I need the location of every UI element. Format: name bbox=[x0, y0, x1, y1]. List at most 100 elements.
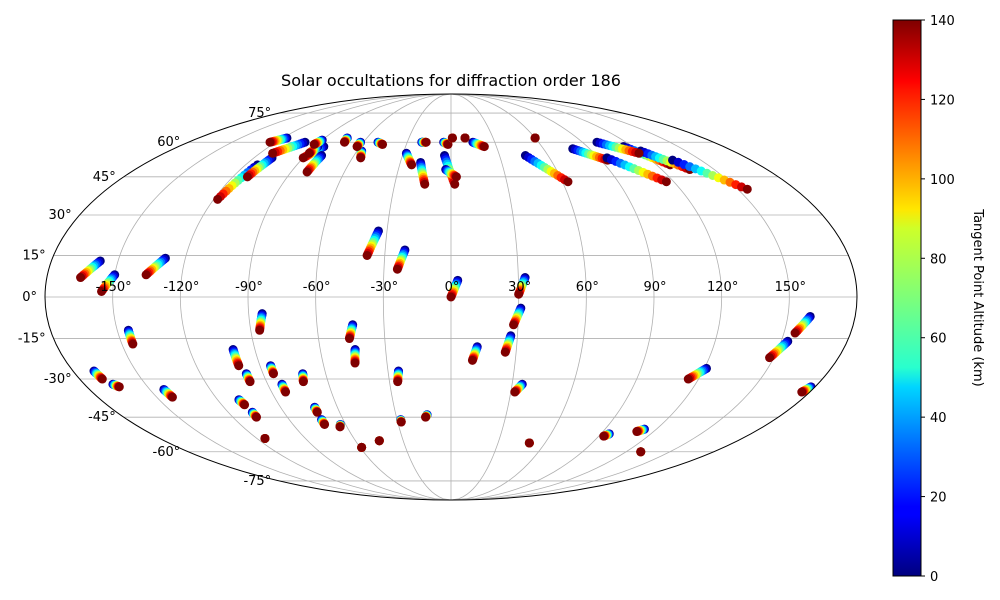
occultation-point bbox=[632, 427, 642, 437]
occultation-track bbox=[790, 311, 815, 338]
map-area: -150° -120° -90° -60° -30° 0° 30° 60° 90° 120° 150… bbox=[18, 93, 858, 501]
occultation-track bbox=[268, 137, 310, 158]
occultation-point bbox=[450, 179, 460, 189]
latitude-tick-label: 30° bbox=[49, 208, 72, 223]
occultation-point bbox=[265, 137, 275, 147]
latitude-tick-label: 45° bbox=[93, 170, 116, 185]
occultation-point bbox=[790, 328, 800, 338]
occultation-point bbox=[335, 422, 345, 432]
occultation-point bbox=[765, 353, 775, 363]
occultation-track bbox=[468, 137, 489, 152]
latitude-tick-label: -60° bbox=[153, 445, 181, 460]
occultation-point bbox=[350, 358, 360, 368]
occultation-track bbox=[421, 410, 432, 422]
occultation-track bbox=[357, 442, 367, 452]
occultation-track bbox=[234, 395, 250, 410]
occultation-point bbox=[344, 334, 354, 344]
occultation-track bbox=[266, 361, 278, 379]
occultation-track bbox=[520, 151, 573, 187]
map-boundary bbox=[44, 93, 858, 501]
occultation-track bbox=[467, 342, 482, 365]
occultation-point bbox=[252, 412, 261, 422]
occultation-track bbox=[401, 148, 417, 170]
occultation-point bbox=[281, 387, 291, 397]
occultation-track bbox=[97, 270, 120, 296]
latitude-tick-label: 15° bbox=[23, 248, 46, 263]
occultation-point bbox=[479, 142, 489, 152]
occultation-point bbox=[114, 382, 124, 392]
occultation-track bbox=[335, 419, 345, 432]
occultation-point bbox=[213, 194, 223, 204]
occultation-point bbox=[460, 133, 470, 143]
longitude-tick-label: 120° bbox=[707, 280, 738, 295]
occultation-track bbox=[310, 402, 322, 417]
occultation-point bbox=[141, 270, 151, 280]
occultation-point bbox=[352, 142, 362, 152]
latitude-tick-label: -75° bbox=[243, 474, 271, 489]
occultation-point bbox=[260, 433, 270, 443]
occultation-point bbox=[242, 172, 252, 182]
occultation-track bbox=[356, 146, 367, 163]
occultation-point bbox=[76, 273, 86, 283]
occultation-track bbox=[247, 407, 261, 422]
occultation-track bbox=[568, 144, 613, 165]
colorbar-gradient bbox=[892, 19, 922, 577]
occultation-point bbox=[407, 160, 417, 170]
occultation-point bbox=[447, 133, 457, 143]
colorbar: 0 20 40 60 80 100 120 140 Tangent Point Altitud… bbox=[892, 14, 985, 585]
occultation-track bbox=[416, 157, 430, 189]
occultation-track bbox=[392, 245, 410, 274]
occultation-point bbox=[392, 264, 402, 274]
occultation-point bbox=[378, 139, 388, 149]
colorbar-tick-label: 40 bbox=[930, 411, 947, 426]
occultation-track bbox=[108, 379, 124, 392]
occultation-track bbox=[302, 151, 327, 177]
occultation-point bbox=[443, 139, 453, 149]
occultation-track bbox=[373, 137, 388, 149]
occultation-point bbox=[393, 377, 403, 387]
occultation-point bbox=[514, 289, 524, 299]
occultation-track bbox=[344, 320, 358, 344]
occultation-track bbox=[317, 415, 330, 429]
colorbar-tick-label: 80 bbox=[930, 252, 947, 267]
latitude-tick-label: -15° bbox=[18, 332, 46, 347]
occultation-point bbox=[451, 172, 461, 182]
occultation-point bbox=[797, 387, 807, 397]
occultation-track bbox=[309, 135, 327, 149]
occultation-point bbox=[446, 292, 456, 302]
occultation-point bbox=[683, 374, 693, 384]
occultation-point bbox=[234, 361, 244, 371]
occultation-point bbox=[467, 355, 477, 365]
occultation-point bbox=[636, 447, 646, 457]
occultation-point bbox=[510, 387, 520, 397]
occultation-track bbox=[362, 226, 383, 260]
occultation-point bbox=[268, 148, 278, 158]
longitude-tick-labels: -150° -120° -90° -60° -30° 0° 30° 60° 90° 120° 150… bbox=[96, 280, 806, 295]
longitude-tick-label: 60° bbox=[576, 280, 599, 295]
occultation-track bbox=[599, 429, 614, 441]
occultation-track bbox=[374, 436, 384, 446]
colorbar-tick-label: 60 bbox=[930, 332, 947, 347]
longitude-tick-label: -30° bbox=[370, 280, 398, 295]
colorbar-tick-label: 140 bbox=[930, 14, 955, 29]
occultation-point bbox=[240, 400, 250, 410]
occultation-point bbox=[339, 137, 349, 147]
occultation-track bbox=[683, 363, 711, 384]
chart-title: Solar occultations for diffraction order… bbox=[281, 71, 621, 90]
longitude-tick-label: 90° bbox=[643, 280, 666, 295]
occultation-point bbox=[374, 436, 384, 446]
occultation-track bbox=[668, 155, 752, 194]
occultation-track bbox=[350, 345, 360, 368]
latitude-tick-labels: 75° 60° 45° 30° 15° 0° -15° -30° -45° -60° -75° bbox=[18, 106, 271, 489]
occultation-point bbox=[524, 438, 534, 448]
occultation-track bbox=[636, 447, 646, 457]
occultation-track bbox=[393, 366, 403, 387]
colorbar-tick-label: 20 bbox=[930, 491, 947, 506]
occultation-point bbox=[298, 377, 308, 387]
occultation-track bbox=[241, 369, 255, 387]
occultation-point bbox=[599, 431, 609, 441]
colorbar-tick-label: 120 bbox=[930, 93, 955, 108]
occultation-point bbox=[420, 179, 430, 189]
occultation-track bbox=[298, 369, 308, 387]
